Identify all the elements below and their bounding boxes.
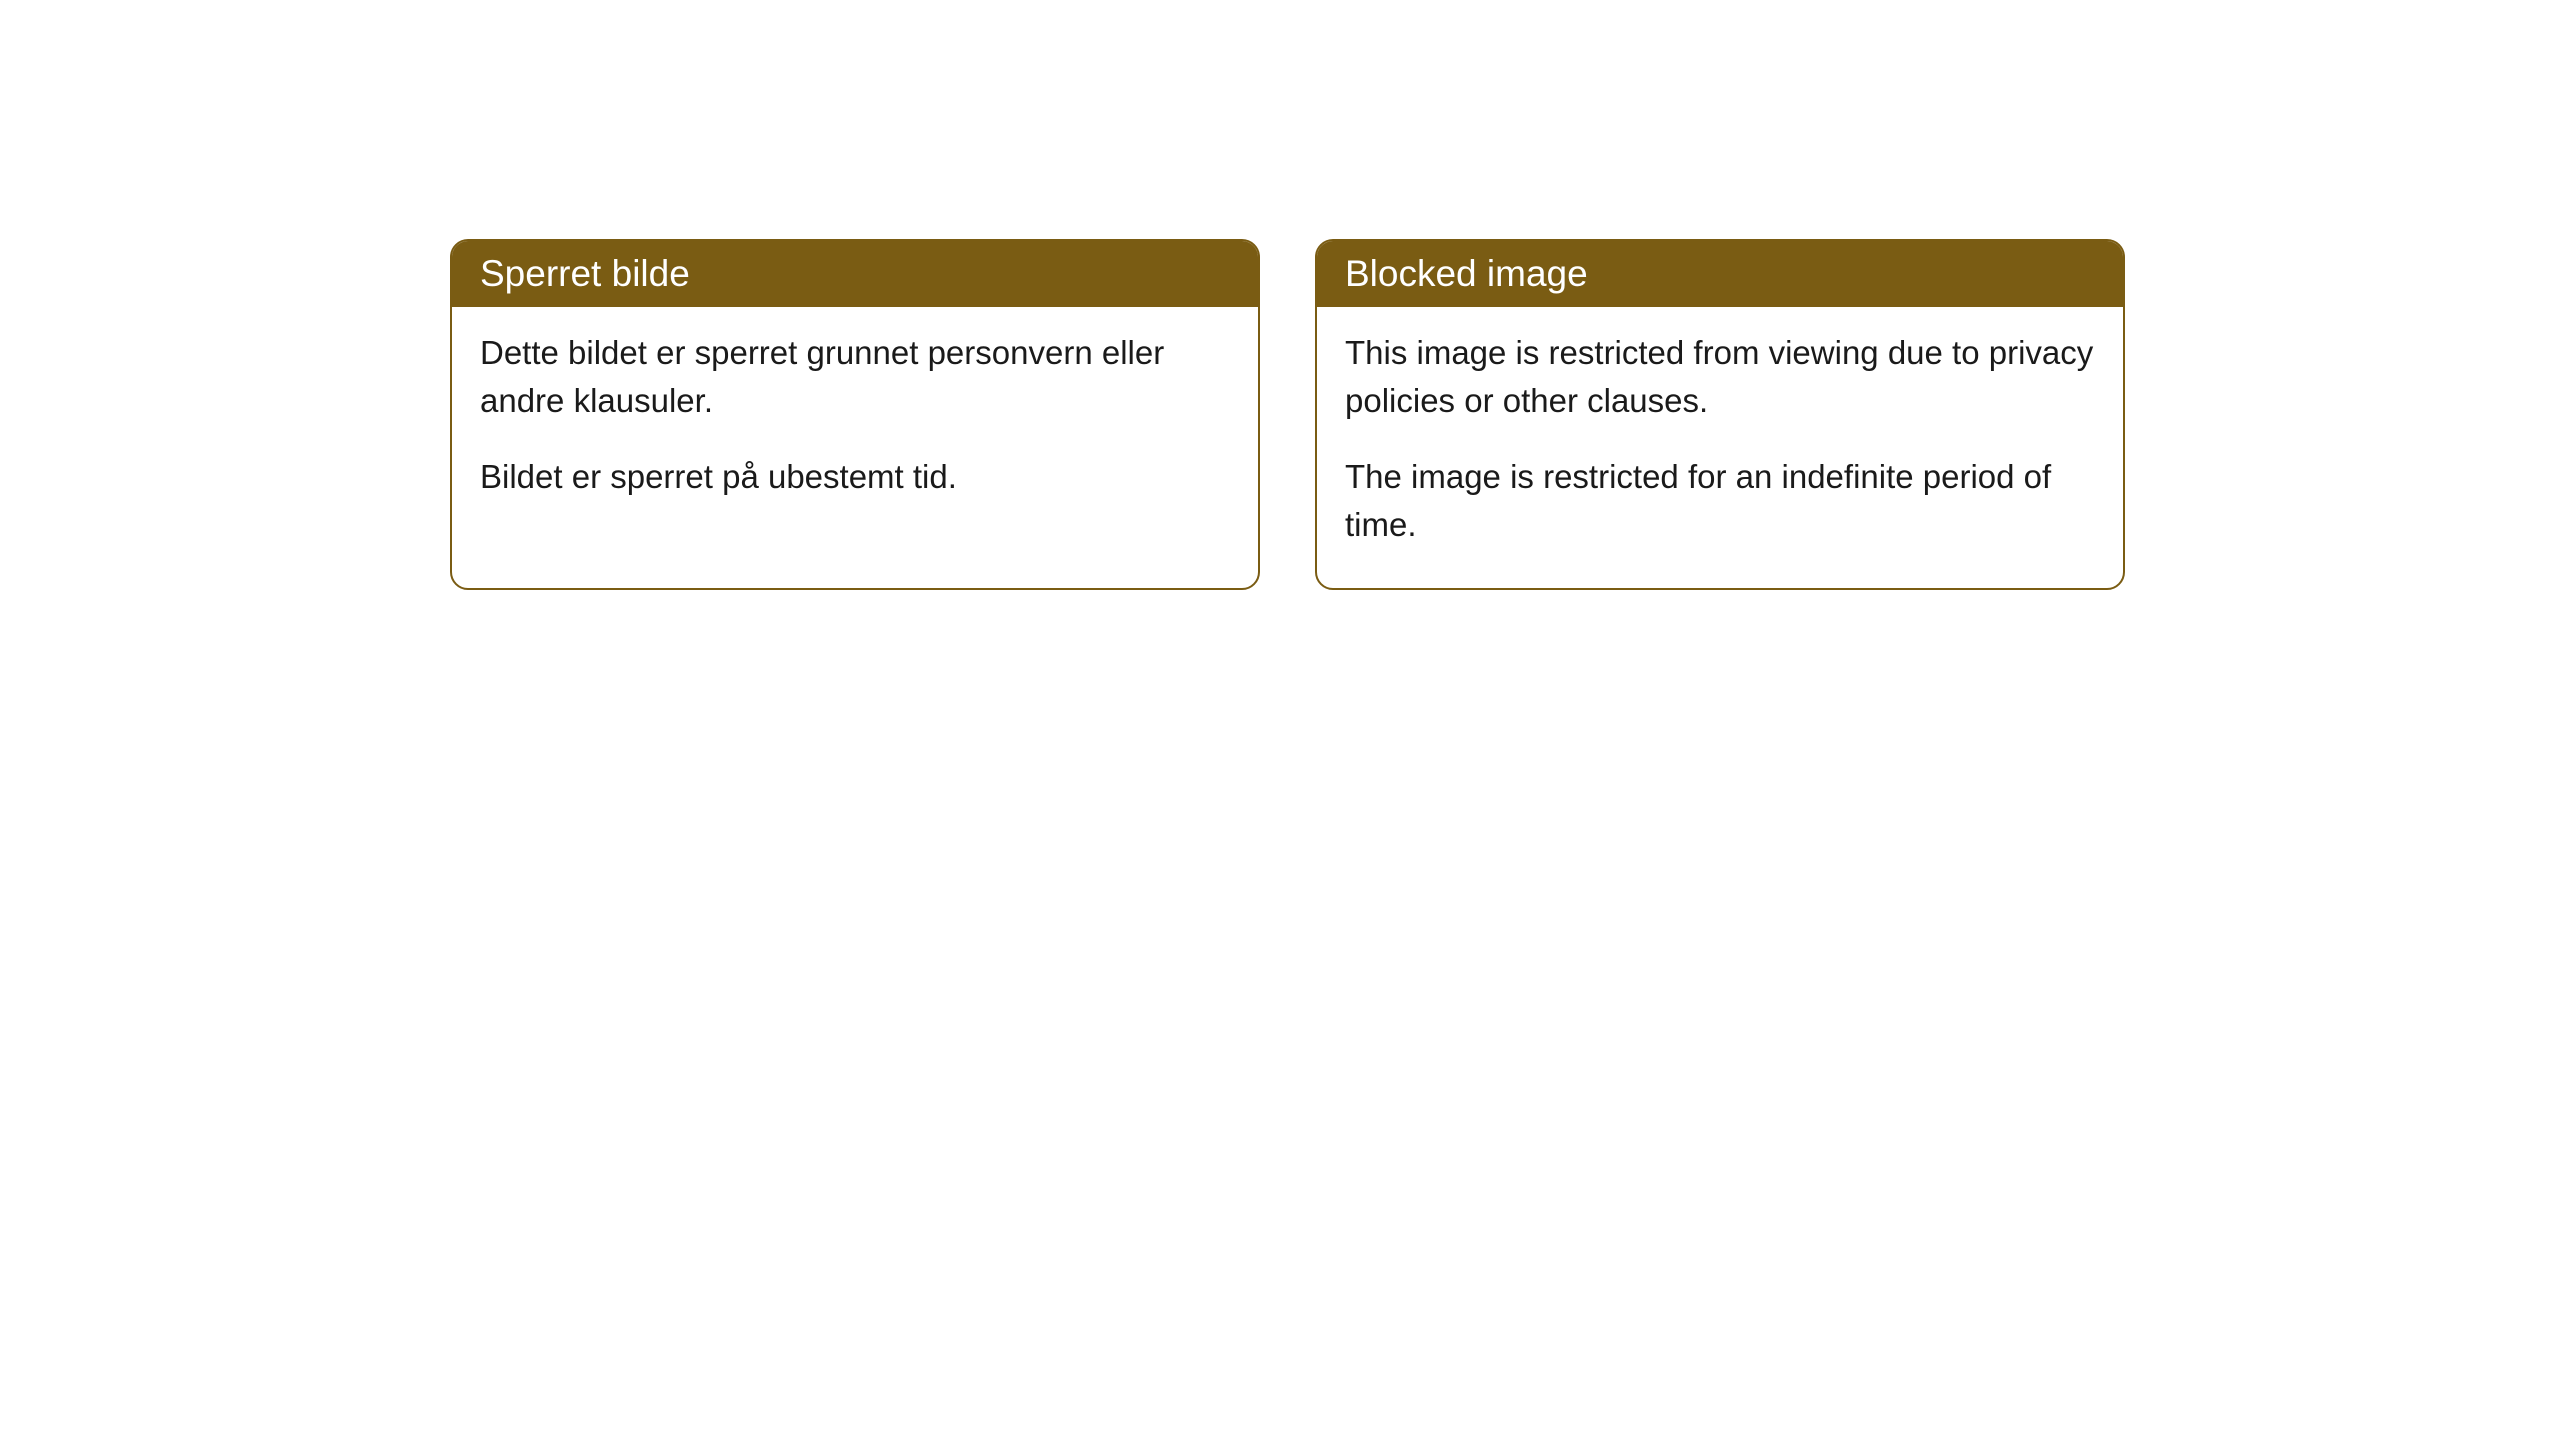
card-paragraph: Dette bildet er sperret grunnet personve… <box>480 329 1230 425</box>
card-header-norwegian: Sperret bilde <box>452 241 1258 307</box>
notice-cards-container: Sperret bilde Dette bildet er sperret gr… <box>450 239 2125 590</box>
card-paragraph: Bildet er sperret på ubestemt tid. <box>480 453 1230 501</box>
card-paragraph: The image is restricted for an indefinit… <box>1345 453 2095 549</box>
notice-card-norwegian: Sperret bilde Dette bildet er sperret gr… <box>450 239 1260 590</box>
card-title: Blocked image <box>1345 253 1588 294</box>
notice-card-english: Blocked image This image is restricted f… <box>1315 239 2125 590</box>
card-body-english: This image is restricted from viewing du… <box>1317 307 2123 588</box>
card-paragraph: This image is restricted from viewing du… <box>1345 329 2095 425</box>
card-body-norwegian: Dette bildet er sperret grunnet personve… <box>452 307 1258 541</box>
card-header-english: Blocked image <box>1317 241 2123 307</box>
card-title: Sperret bilde <box>480 253 690 294</box>
